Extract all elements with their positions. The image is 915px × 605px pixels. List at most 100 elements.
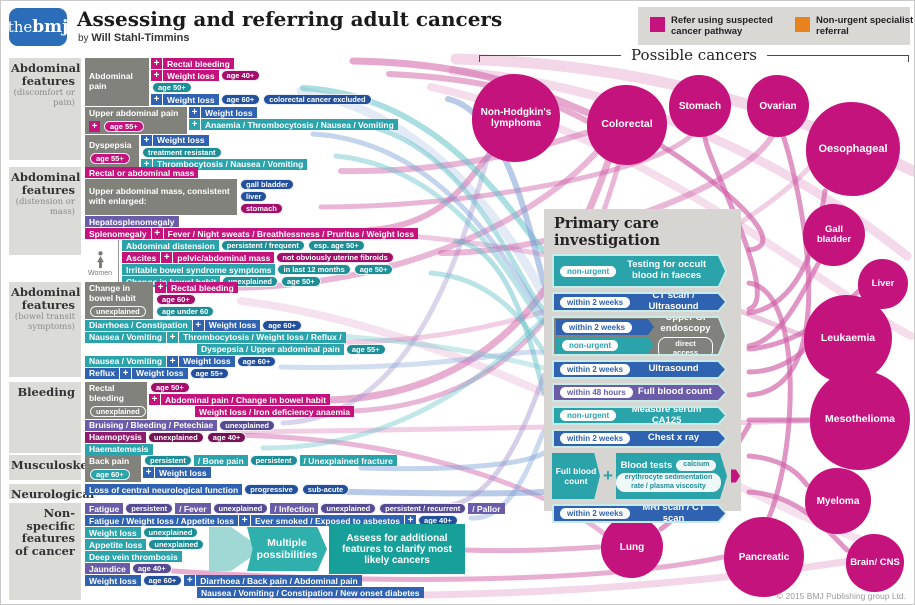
group-rows: + Weight loss treatment resistant + Thromboc…: [141, 134, 308, 171]
legend-item: Refer using suspected cancer pathway: [650, 15, 781, 38]
symptom-bar: Deep vein thrombosis: [85, 551, 182, 562]
byline: by Will Stahl-Timmins: [78, 32, 189, 44]
pathway-arrow-stub: [731, 507, 740, 520]
age-pill: liver: [240, 191, 268, 202]
section-rows: Back pain age 60+ persistent / Bone pain per…: [85, 455, 555, 483]
group-box-title: Dyspepsia: [89, 140, 132, 151]
symptom-row: Fatigue / Weight loss / Appetite loss + Ev…: [85, 515, 555, 526]
symptom-row: age 50+: [149, 382, 355, 393]
symptom-bar: Nausea / Vomiting / Constipation / New o…: [197, 587, 424, 598]
funnel: Multiple possibilities Assess for additi…: [209, 522, 465, 576]
symptom-row: + Anaemia / Thrombocytosis / Nausea / Vom…: [189, 119, 399, 130]
symptom-row: Haematemesis: [85, 443, 555, 455]
investigation-name: CT scan / Ultrasound: [648, 290, 699, 312]
group-box-title: Upper abdominal mass, consistent with en…: [89, 186, 230, 206]
plus-icon: +: [155, 282, 166, 293]
symptom-row: Deep vein thrombosis: [85, 551, 555, 562]
urgency-badge: within 2 weeks: [560, 364, 630, 375]
symptom-bar: Weight loss: [85, 575, 141, 586]
symptom-row: age under 60: [155, 306, 239, 317]
cancer-bubble: Pancreatic: [724, 517, 804, 597]
legend-label: Non-urgent specialist referral: [816, 14, 914, 37]
ribbon: [333, 153, 547, 326]
byline-prefix: by: [78, 33, 89, 44]
investigation-name: Measure serum CA125: [631, 403, 702, 426]
investigation-row: within 2 weeks Chest x ray: [552, 429, 727, 448]
urgency-badge: non-urgent: [560, 410, 616, 421]
investigation-row: non-urgent Measure serum CA125: [552, 406, 727, 425]
section-subtitle: (bowel transit symptoms): [14, 312, 75, 333]
symptom-bar: Diarrhoea / Constipation: [85, 319, 192, 331]
plus-icon: +: [151, 70, 162, 81]
ribbon: [453, 238, 547, 396]
age-pill: gall bladder: [240, 179, 295, 190]
symptom-row: Splenomegaly + Fever / Night sweats / Brea…: [85, 228, 555, 239]
symptom-row: Nausea / Vomiting + Weight loss age 60+: [85, 355, 555, 367]
calcium-pill: calcium: [676, 460, 716, 470]
symptom-row: Rectal or abdominal mass: [85, 167, 555, 178]
section-rows: Fatigue persistent / Fever unexplained / Inf…: [85, 503, 555, 599]
symptom-bar: Bruising / Bleeding / Petechiae: [85, 419, 218, 431]
age-pill: age 50+: [353, 264, 394, 275]
plus-icon: +: [149, 394, 160, 405]
investigation-row-inner: within 2 weeks CT scan / Ultrasound: [554, 294, 725, 310]
ribbon: [358, 450, 547, 472]
assess-box: Assess for additional features to clarif…: [329, 524, 465, 574]
ribbon: [468, 428, 547, 521]
pathway-arrow-stub: [731, 330, 740, 343]
cancer-bubble-label: Stomach: [678, 100, 722, 112]
cancer-bubble: Gall bladder: [803, 204, 865, 266]
age-pill: unexplained: [147, 431, 204, 443]
ribbon: [343, 119, 547, 312]
symptom-bar: Nausea / Vomiting: [85, 331, 167, 343]
section-label: Abdominal features (bowel transit symptom…: [9, 282, 81, 377]
group-rows: + Weight loss + Anaemia / Thrombocytosis / …: [189, 107, 399, 134]
section-name: Musculoskeletal: [11, 458, 117, 472]
section-label: Bleeding: [9, 382, 81, 453]
age-pill: sub-acute: [301, 484, 350, 495]
plus-icon: +: [603, 466, 613, 485]
cancer-bubble: Lung: [601, 516, 663, 578]
symptom-row: Weight loss age 60+ + Diarrhoea / Back pain…: [85, 575, 555, 586]
age-pill: age 60+: [220, 94, 261, 105]
symptom-row: Reflux + Weight loss age 55+: [85, 367, 555, 379]
legend-swatch: [650, 16, 665, 32]
primary-care-panel: Primary care investigation non-urgent Tes…: [544, 209, 741, 511]
age-pill: age 50+: [280, 276, 321, 287]
age-pill: persistent: [144, 455, 192, 466]
pathway-arrow-stub: [731, 469, 740, 483]
plus-icon: +: [167, 331, 179, 343]
ribbon: [438, 372, 547, 509]
cancer-bubble-label: Mesothelioma: [824, 413, 895, 426]
symptom-bar: / Bone pain: [193, 455, 248, 466]
cancer-bubble-label: Brain/ CNS: [850, 556, 900, 568]
ribbon: [650, 138, 766, 253]
group-rows: + Rectal bleeding age 60+ age under 60: [155, 282, 239, 319]
cancer-bubble-label: Myeloma: [816, 495, 860, 507]
symptom-bar: Change in bowel habit: [122, 276, 221, 287]
women-group: Women Abdominal distension persistent / fr…: [85, 240, 555, 288]
investigation-name: Full blood count: [637, 386, 712, 398]
ribbon: [746, 256, 824, 349]
funnel-polygon: [209, 527, 255, 571]
symptom-bar: Haematemesis: [85, 443, 153, 455]
symptom-row: Irritable bowel syndrome symptoms in last…: [122, 264, 396, 275]
symptom-bar: / Unexplained fracture: [299, 455, 397, 466]
cancer-bubble: Liver: [858, 259, 908, 309]
symptom-group: Upper abdominal mass, consistent with en…: [85, 179, 555, 215]
urgency-bar: within 2 weeks: [556, 319, 654, 335]
legend: Refer using suspected cancer pathway Non-…: [638, 7, 913, 45]
symptom-row: Nausea / Vomiting + Thrombocytosis / Weigh…: [85, 331, 555, 343]
section-subtitle: (discomfort or pain): [13, 88, 75, 109]
symptom-row: + Abdominal pain / Change in bowel habit: [149, 394, 355, 405]
panel-title: Primary care investigation: [554, 215, 661, 249]
ribbon: [260, 316, 547, 451]
symptom-row: Appetite loss unexplained: [85, 539, 555, 550]
blood-tests-box: Blood tests calcium erythrocyte sedimentat…: [616, 453, 727, 499]
section-rows: Abdominal pain + Rectal bleeding + Weight lo…: [85, 58, 555, 172]
group-box-pills: age 55+: [89, 153, 135, 165]
cancer-bubble-label: Liver: [871, 277, 895, 289]
group-rows: gall bladder liver stomach: [239, 179, 296, 215]
symptom-bar: Weight loss: [163, 94, 219, 105]
